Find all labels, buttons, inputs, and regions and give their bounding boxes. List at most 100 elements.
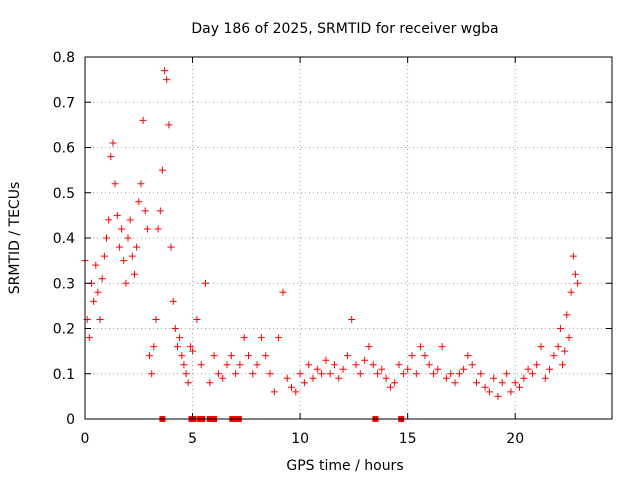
data-point	[262, 352, 270, 360]
data-point	[313, 365, 321, 373]
data-point	[356, 370, 364, 378]
data-point	[133, 243, 141, 251]
data-point	[511, 379, 519, 387]
data-point	[300, 379, 308, 387]
data-point	[451, 379, 459, 387]
data-point	[109, 139, 117, 147]
data-point	[520, 374, 528, 382]
data-point	[464, 352, 472, 360]
data-point	[571, 270, 579, 278]
data-point	[399, 370, 407, 378]
data-point	[146, 352, 153, 360]
grid-lines	[85, 57, 612, 419]
data-point	[565, 334, 573, 342]
data-point	[245, 352, 252, 360]
data-point	[563, 311, 571, 319]
data-point	[92, 261, 100, 269]
data-point	[292, 388, 300, 396]
data-point	[113, 211, 121, 219]
data-point	[447, 370, 455, 378]
data-point	[266, 370, 274, 378]
data-point	[404, 365, 412, 373]
data-point	[193, 316, 201, 323]
data-point	[554, 343, 562, 351]
data-point	[386, 383, 394, 391]
data-point	[197, 361, 205, 369]
data-point	[365, 343, 373, 351]
data-point	[477, 370, 485, 378]
data-point	[326, 370, 334, 378]
data-point	[348, 316, 356, 323]
data-point	[305, 361, 313, 369]
data-point	[115, 243, 123, 251]
x-axis-label: GPS time / hours	[286, 458, 403, 474]
data-point	[206, 379, 214, 387]
data-point	[85, 334, 93, 342]
y-tick-label: 0.2	[53, 322, 75, 338]
data-point	[236, 361, 244, 369]
data-point	[442, 374, 450, 382]
data-point	[460, 365, 468, 373]
data-point	[335, 374, 343, 382]
data-point	[214, 370, 222, 378]
data-point	[180, 361, 188, 369]
data-point	[309, 374, 317, 382]
data-point	[438, 343, 446, 351]
data-point	[105, 216, 113, 224]
data-point	[561, 347, 569, 355]
data-point	[257, 334, 265, 342]
data-point	[567, 288, 575, 296]
data-point	[425, 361, 433, 369]
data-point	[227, 352, 235, 360]
data-point	[111, 180, 119, 188]
data-point	[103, 234, 110, 242]
y-tick-label: 0.1	[53, 367, 75, 383]
data-point	[249, 370, 257, 378]
data-point	[503, 370, 511, 378]
data-point	[158, 166, 166, 174]
data-point	[152, 316, 160, 323]
data-point	[131, 270, 138, 278]
y-axis-label: SRMTID / TECUs	[7, 182, 23, 295]
data-point	[100, 252, 108, 260]
y-tick-label: 0	[66, 412, 75, 428]
data-point	[240, 334, 248, 342]
y-tick-label: 0.6	[53, 141, 75, 157]
data-point	[202, 279, 209, 287]
data-point	[139, 116, 147, 124]
data-point	[186, 343, 194, 351]
data-point	[485, 388, 493, 396]
data-point	[223, 361, 231, 369]
data-point	[124, 234, 132, 242]
data-point	[141, 207, 149, 215]
data-point	[574, 279, 582, 287]
data-point	[498, 379, 506, 387]
data-point	[163, 76, 171, 84]
data-point	[343, 352, 351, 360]
data-point	[156, 207, 164, 215]
data-point	[490, 374, 498, 382]
data-point	[288, 383, 295, 391]
data-point	[550, 352, 558, 360]
data-point	[275, 334, 283, 342]
data-point	[361, 356, 369, 364]
data-point	[391, 379, 399, 387]
data-point	[270, 388, 278, 396]
data-point	[167, 243, 175, 251]
data-point	[339, 365, 347, 373]
data-point	[161, 67, 169, 75]
data-point	[559, 361, 566, 369]
data-point	[322, 356, 330, 364]
x-tick-label: 5	[188, 431, 197, 447]
data-point	[537, 343, 545, 351]
data-point	[232, 370, 240, 378]
data-point	[122, 279, 130, 287]
data-point	[541, 374, 549, 382]
x-tick-label: 20	[506, 431, 524, 447]
data-point	[430, 370, 437, 378]
y-tick-label: 0.4	[53, 231, 75, 247]
data-point	[171, 325, 179, 332]
data-point	[382, 374, 390, 382]
